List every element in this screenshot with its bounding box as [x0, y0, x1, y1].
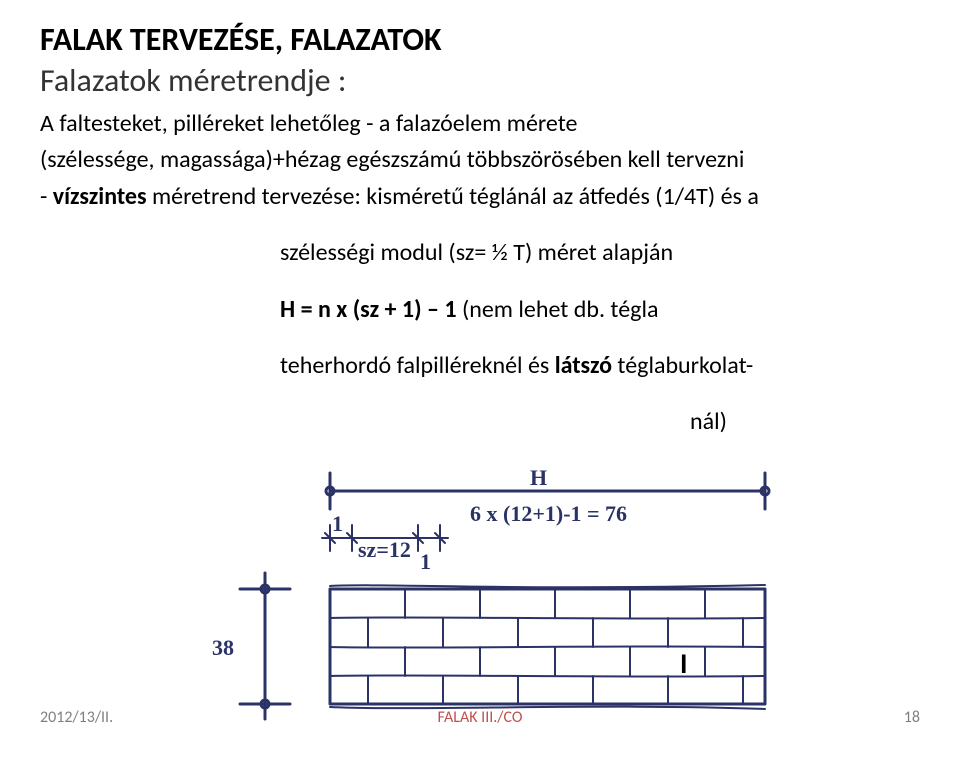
indent-line-4: nál): [40, 406, 920, 438]
formula-bold: H = n x (sz + 1) – 1: [280, 295, 457, 324]
footer-right: 18: [904, 708, 920, 727]
formula-text: 6 x (12+1)-1 = 76: [470, 501, 627, 526]
bullet-prefix: -: [40, 182, 53, 211]
footer: 2012/13/II. FALAK III./CO 18: [40, 708, 920, 727]
indent-line-2: H = n x (sz + 1) – 1 (nem lehet db. tégl…: [40, 294, 920, 326]
para-line-2: (szélessége, magassága)+hézag egészszámú…: [40, 144, 920, 176]
label-38: 38: [212, 635, 234, 660]
bullet-bold: vízszintes: [53, 182, 147, 211]
indent-3c: téglaburkolat-: [612, 351, 753, 380]
formula-rest: (nem lehet db. tégla: [457, 295, 659, 324]
label-H: H: [530, 465, 547, 490]
footer-left: 2012/13/II.: [40, 708, 113, 727]
indent-line-1: szélességi modul (sz= ½ T) méret alapján: [40, 237, 920, 269]
subtitle: Falazatok méretrendje :: [40, 61, 920, 100]
page-title: FALAK TERVEZÉSE, FALAZATOK: [40, 20, 920, 59]
bullet-line: - vízszintes méretrend tervezése: kismér…: [40, 181, 920, 213]
bullet-rest: méretrend tervezése: kisméretű téglánál …: [147, 182, 759, 211]
para-line-1: A faltesteket, pilléreket lehetőleg - a …: [40, 108, 920, 140]
indent-3b: látszó: [555, 351, 612, 380]
dim-38: 38: [212, 573, 290, 719]
dim-sz: 1 sz=12 1: [322, 511, 448, 574]
tick-mark: I: [680, 646, 687, 681]
label-sz: sz=12: [358, 537, 411, 562]
wall-block: [330, 585, 765, 709]
indent-3a: teherhordó falpilléreknél és: [280, 351, 555, 380]
footer-center: FALAK III./CO: [438, 708, 523, 727]
indent-line-3: teherhordó falpilléreknél és látszó tégl…: [40, 350, 920, 382]
label-1a: 1: [332, 511, 343, 536]
label-1b: 1: [420, 549, 431, 574]
